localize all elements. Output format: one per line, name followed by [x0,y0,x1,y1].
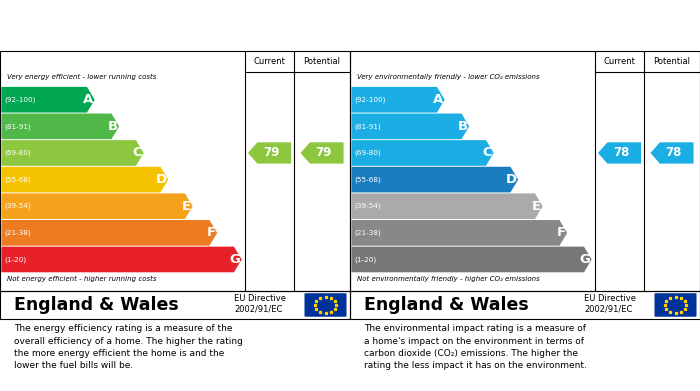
Text: Current: Current [603,57,636,66]
Text: F: F [206,226,216,239]
Text: G: G [229,253,240,266]
Polygon shape [351,140,493,166]
Text: A: A [83,93,93,106]
Polygon shape [1,140,144,166]
Polygon shape [1,247,241,272]
Text: The environmental impact rating is a measure of
a home's impact on the environme: The environmental impact rating is a mea… [364,325,587,370]
Polygon shape [351,167,518,192]
Text: Very environmentally friendly - lower CO₂ emissions: Very environmentally friendly - lower CO… [357,74,540,80]
Text: (69-80): (69-80) [355,150,382,156]
Polygon shape [1,220,217,246]
Polygon shape [650,142,694,163]
Text: (1-20): (1-20) [355,256,377,263]
Polygon shape [351,220,567,246]
Text: (92-100): (92-100) [4,97,36,103]
Text: 78: 78 [666,147,682,160]
Polygon shape [300,142,344,163]
Polygon shape [351,87,444,113]
Text: (55-68): (55-68) [355,176,382,183]
Text: E: E [182,200,191,213]
Text: 78: 78 [613,147,629,160]
Text: (21-38): (21-38) [4,230,32,236]
Text: B: B [457,120,468,133]
Text: Potential: Potential [654,57,690,66]
Text: F: F [556,226,566,239]
Polygon shape [351,194,542,219]
Text: (69-80): (69-80) [4,150,32,156]
Text: D: D [155,173,167,186]
Text: 79: 79 [316,147,332,160]
Text: (81-91): (81-91) [355,123,382,129]
Text: The energy efficiency rating is a measure of the
overall efficiency of a home. T: The energy efficiency rating is a measur… [14,325,243,370]
Text: (39-54): (39-54) [355,203,382,210]
Polygon shape [351,113,469,139]
Text: EU Directive
2002/91/EC: EU Directive 2002/91/EC [234,294,286,313]
FancyBboxPatch shape [654,293,696,317]
Text: England & Wales: England & Wales [364,296,528,314]
Text: 79: 79 [263,147,279,160]
Text: England & Wales: England & Wales [14,296,178,314]
Polygon shape [248,142,291,163]
Text: A: A [433,93,443,106]
Polygon shape [1,167,168,192]
Text: (81-91): (81-91) [4,123,32,129]
FancyBboxPatch shape [304,293,346,317]
Text: EU Directive
2002/91/EC: EU Directive 2002/91/EC [584,294,636,313]
Text: Potential: Potential [304,57,340,66]
Polygon shape [1,194,193,219]
Text: (21-38): (21-38) [355,230,382,236]
Text: Energy Efficiency Rating: Energy Efficiency Rating [14,20,186,33]
Text: C: C [132,147,142,160]
Polygon shape [1,113,119,139]
Polygon shape [351,247,592,272]
Text: (1-20): (1-20) [4,256,27,263]
Polygon shape [598,142,641,163]
Text: Very energy efficient - lower running costs: Very energy efficient - lower running co… [7,74,156,80]
Text: Not environmentally friendly - higher CO₂ emissions: Not environmentally friendly - higher CO… [357,276,540,282]
Text: D: D [505,173,517,186]
Text: E: E [532,200,541,213]
Text: (39-54): (39-54) [4,203,32,210]
Text: (92-100): (92-100) [355,97,386,103]
Text: (55-68): (55-68) [4,176,32,183]
Text: Not energy efficient - higher running costs: Not energy efficient - higher running co… [7,276,157,282]
Text: G: G [579,253,590,266]
Polygon shape [1,87,95,113]
Text: C: C [482,147,492,160]
Text: Current: Current [253,57,286,66]
Text: B: B [107,120,118,133]
Text: Environmental Impact (CO₂) Rating: Environmental Impact (CO₂) Rating [364,20,610,33]
